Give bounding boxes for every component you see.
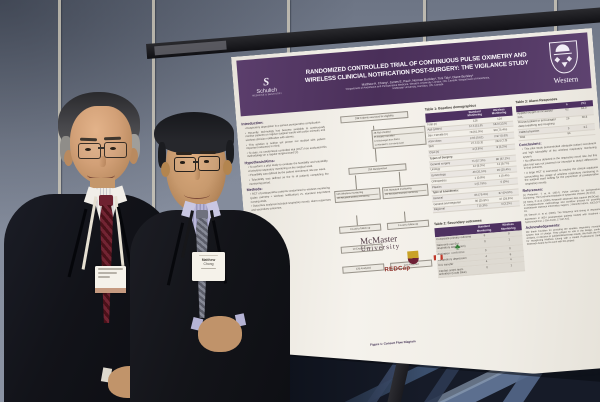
flow-box-standard-arm: 124 Standard monitoring 124 Received sta… <box>382 184 429 200</box>
flow-box-not-enrolled: 48 Not enrolled 25 Surgery cancelled 12 … <box>371 126 426 150</box>
flow-connector <box>356 215 357 225</box>
cell: 3 <box>567 125 570 130</box>
flow-box-wireless-arm: 126 Wireless monitoring 120 Received wir… <box>334 187 381 203</box>
poster-column-flow: 298 Patients assessed for eligibility 48… <box>328 106 440 351</box>
canada-flag-icon <box>434 255 443 261</box>
flow-connector <box>404 212 405 222</box>
cell: 30.8 <box>581 115 588 120</box>
western-logo: Western <box>538 39 591 86</box>
schulich-logo: S Schulich MEDICINE & DENTISTRY <box>238 74 295 99</box>
mcmaster-shield-icon <box>407 251 419 265</box>
poster-column-intro: Introduction: Respiratory depression is … <box>241 114 343 358</box>
column-header: Standard Monitoring <box>467 109 483 118</box>
flow-connector <box>399 172 401 186</box>
column-header: Wireless Monitoring <box>491 107 507 116</box>
flow-box-lost-standard: 0 Lost to follow up <box>387 220 429 230</box>
cihr-text: CIHR IRSC <box>451 250 465 255</box>
cell: 94 <box>567 131 571 136</box>
cell: Regional <box>433 206 445 212</box>
western-crest-icon <box>549 40 579 74</box>
figure1-caption: Figure 1: Consort Flow Diagram <box>370 339 416 347</box>
poster-title-block: RANDOMIZED CONTROLLED TRIAL OF CONTINUOU… <box>293 50 540 98</box>
research-poster: S Schulich MEDICINE & DENTISTRY RANDOMIZ… <box>231 28 600 396</box>
table3: n (%) Applied oxygen or increased FiO₂ 62… <box>516 100 596 142</box>
poster-column-tables: Table 1: Baseline demographics Standard … <box>424 99 530 343</box>
cihr-logo: ♣ CIHR IRSC <box>451 243 465 255</box>
redcap-logo: REDCap <box>384 265 411 274</box>
mcmaster-logo: McMaster University <box>360 234 401 253</box>
cell: 66.0 <box>580 106 587 111</box>
cell: 62 <box>565 107 569 112</box>
wall-seam <box>58 0 61 402</box>
cell: 29 <box>566 116 570 121</box>
board-edge-cap <box>154 40 227 56</box>
cell <box>577 130 594 135</box>
cell: 7 (5.3%) <box>476 203 488 209</box>
flow-box-assessed: 298 Patients assessed for eligibility <box>340 111 408 124</box>
cell: 3.2 <box>583 124 588 129</box>
wall-seam <box>152 0 155 402</box>
flow-connector <box>355 175 357 189</box>
mcmaster-wordmark2: University <box>360 242 401 254</box>
flow-box-lost-wireless: 0 Lost to follow up <box>339 224 381 234</box>
poster-column-right: Table 3: Alarm Responses n (%) Applied o… <box>515 92 600 335</box>
cell: 4 (3.2%) <box>500 201 512 207</box>
western-wordmark: Western <box>553 73 579 85</box>
